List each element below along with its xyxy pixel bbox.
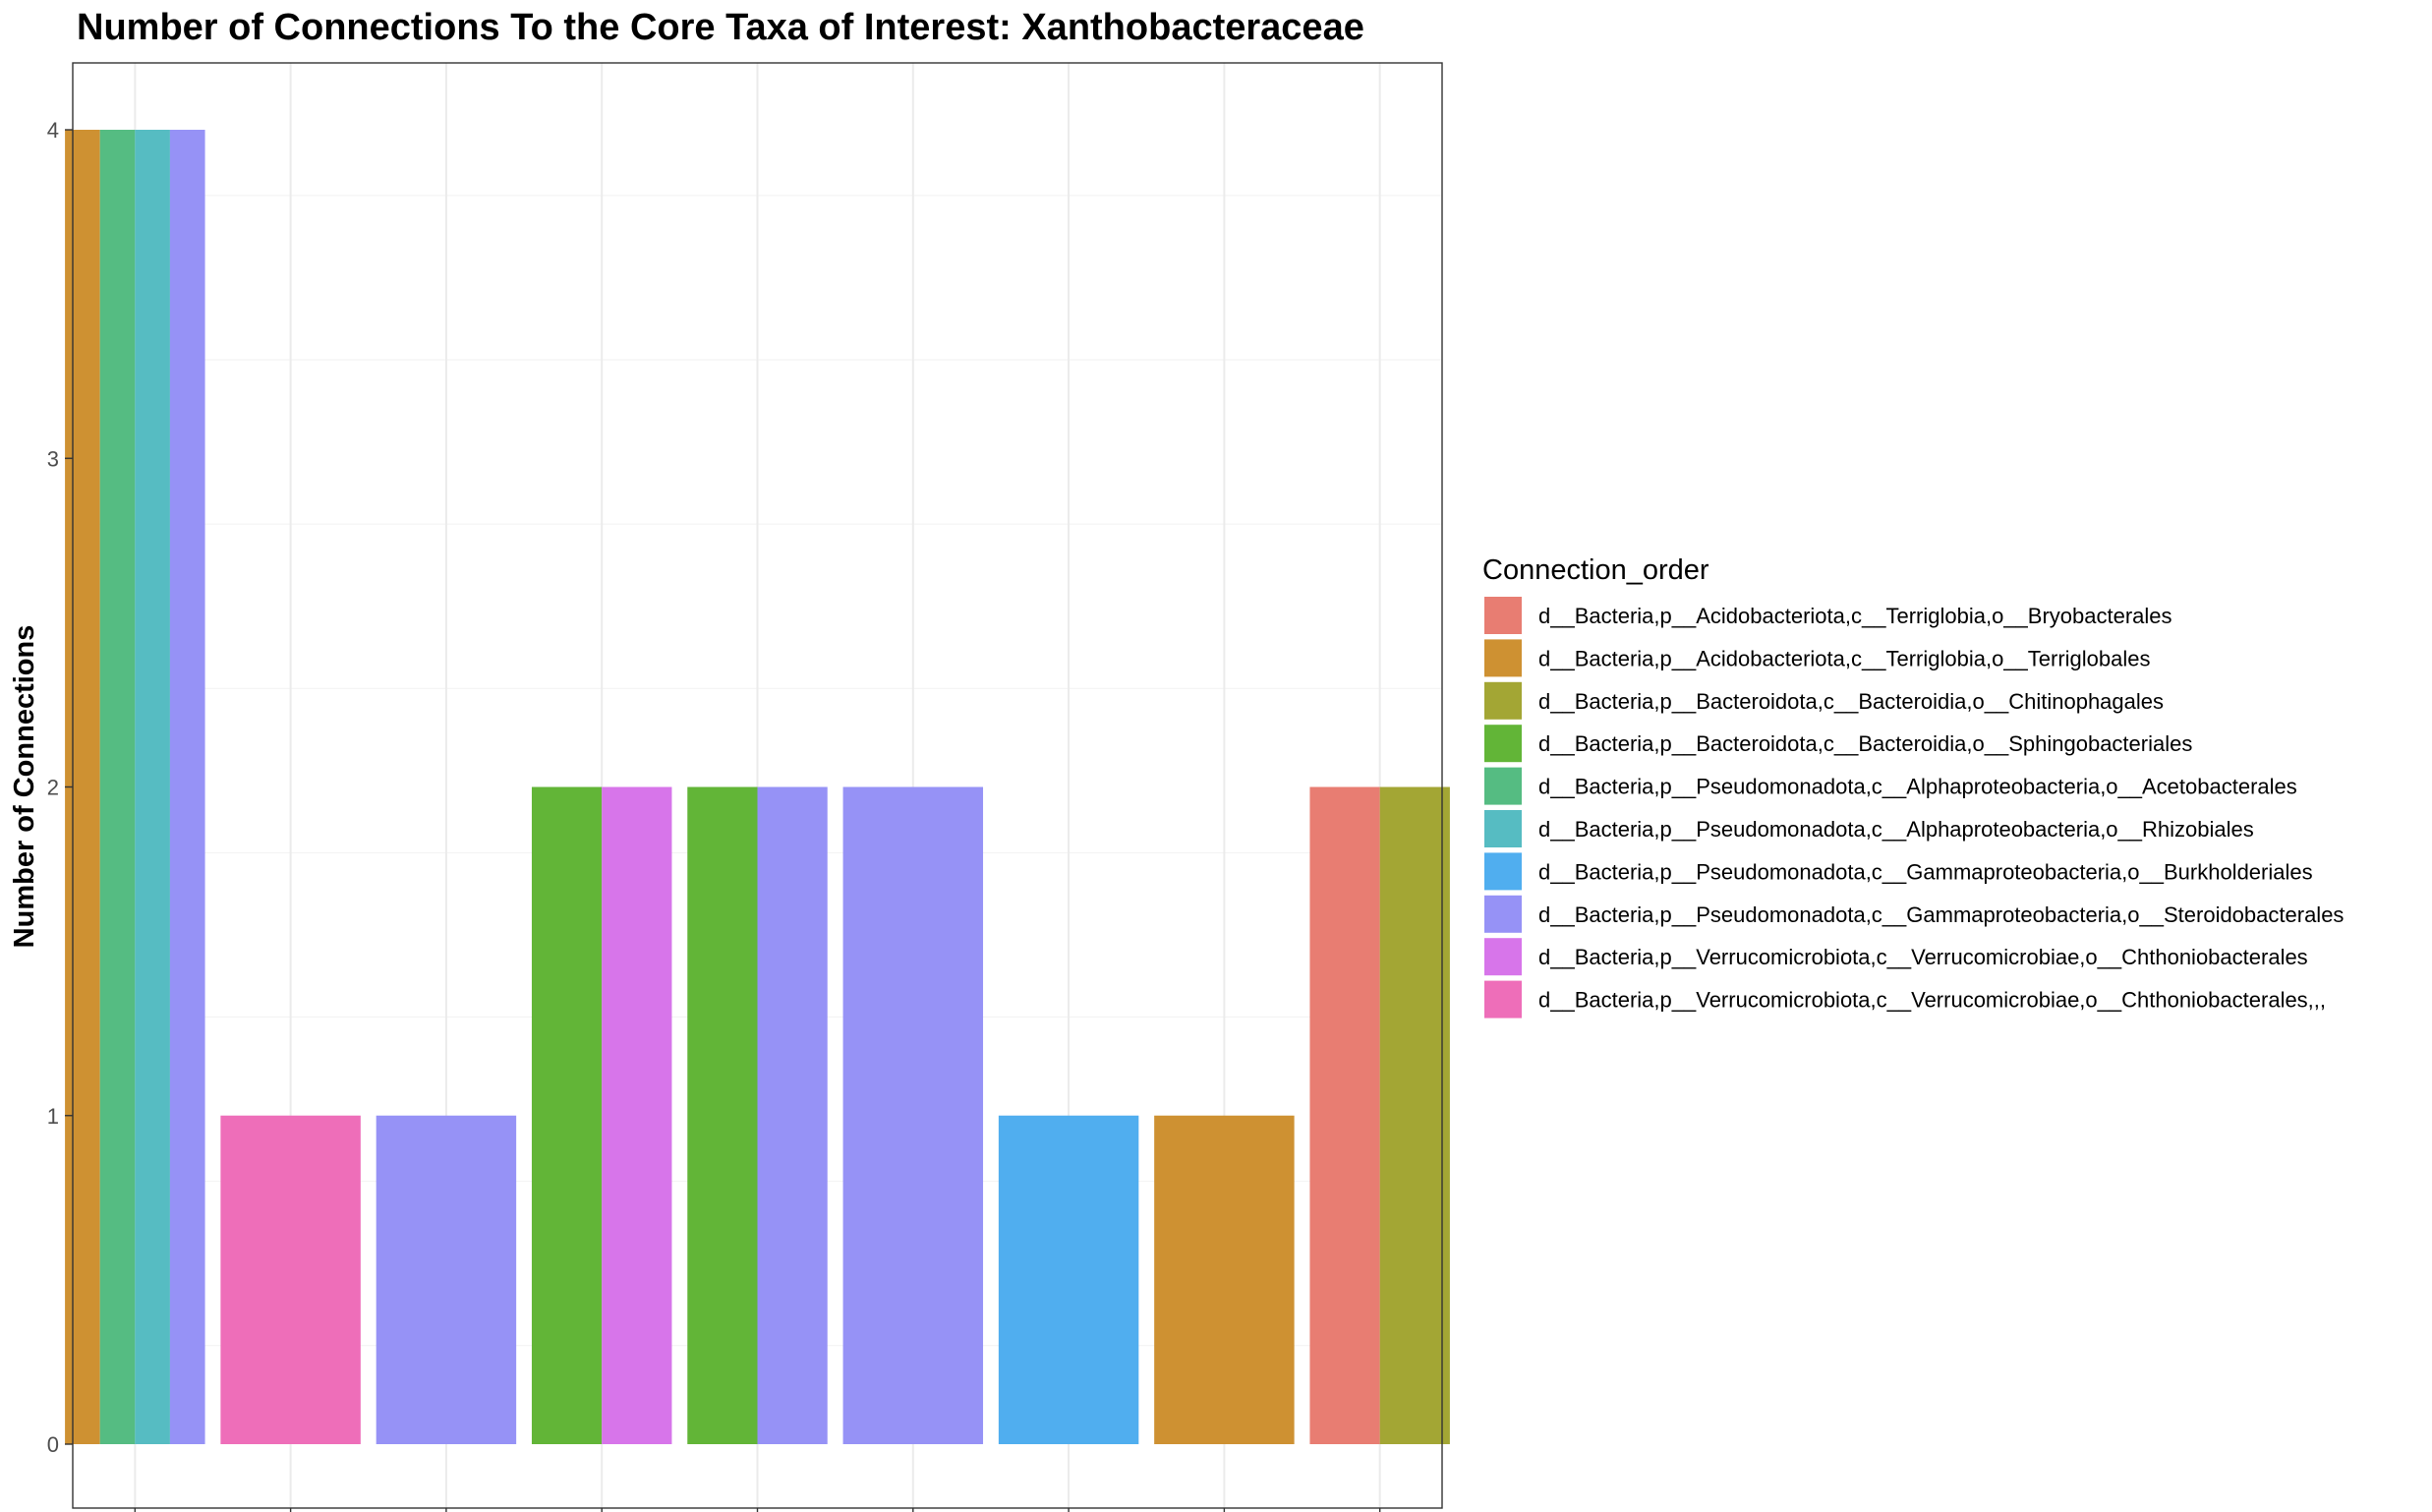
bar: d__Bacteria,p__Acidobacteriota,c__Terrig… [1154, 1115, 1295, 1444]
legend-title: Connection_order [1482, 554, 1709, 586]
legend-item: d__Bacteria,p__Bacteroidota,c__Bacteroid… [1484, 725, 2192, 763]
y-tick-label: 2 [47, 776, 59, 800]
legend-item: d__Bacteria,p__Acidobacteriota,c__Terrig… [1484, 597, 2172, 634]
legend-key [1484, 639, 1522, 677]
bar: d__Bacteria,p__Bacteroidota,c__Bacteroid… [1379, 786, 1450, 1444]
legend-item: d__Bacteria,p__Verrucomicrobiota,c__Verr… [1484, 938, 2308, 976]
legend-key [1484, 852, 1522, 891]
legend-key [1484, 895, 1522, 933]
y-tick-label: 4 [47, 118, 59, 143]
y-axis-label: Number of Connections [9, 625, 40, 949]
legend-item: d__Bacteria,p__Pseudomonadota,c__Alphapr… [1484, 810, 2254, 847]
legend-key [1484, 597, 1522, 634]
bar: d__Bacteria,p__Bacteroidota,c__Bacteroid… [687, 786, 758, 1444]
legend-label: d__Bacteria,p__Bacteroidota,c__Bacteroid… [1538, 689, 2164, 714]
bar: d__Bacteria,p__Pseudomonadota,c__Gammapr… [169, 130, 205, 1444]
bar: d__Bacteria,p__Pseudomonadota,c__Alphapr… [99, 130, 136, 1444]
bar: d__Bacteria,p__Bacteroidota,c__Bacteroid… [531, 786, 603, 1444]
legend-item: d__Bacteria,p__Pseudomonadota,c__Gammapr… [1484, 895, 2344, 933]
chart-title: Number of Connections To the Core Taxa o… [77, 7, 1364, 48]
bar: d__Bacteria,p__Pseudomonadota,c__Gammapr… [757, 786, 828, 1444]
bar: d__Bacteria,p__Pseudomonadota,c__Alphapr… [135, 130, 170, 1444]
legend-item: d__Bacteria,p__Pseudomonadota,c__Gammapr… [1484, 852, 2313, 891]
y-axis: 0 1 2 3 4 [47, 118, 73, 1457]
legend: Connection_order d__Bacteria,p__Acidobac… [1482, 554, 2344, 1018]
legend-label: d__Bacteria,p__Pseudomonadota,c__Gammapr… [1538, 902, 2344, 927]
legend-key [1484, 980, 1522, 1018]
y-tick-label: 1 [47, 1104, 59, 1129]
bar: d__Bacteria,p__Verrucomicrobiota,c__Verr… [220, 1115, 361, 1444]
bar: d__Bacteria,p__Acidobacteriota,c__Terrig… [1309, 786, 1380, 1444]
legend-key [1484, 725, 1522, 763]
x-axis [134, 1508, 1381, 1512]
legend-label: d__Bacteria,p__Bacteroidota,c__Bacteroid… [1538, 731, 2192, 756]
legend-item: d__Bacteria,p__Bacteroidota,c__Bacteroid… [1484, 681, 2164, 720]
legend-key [1484, 810, 1522, 847]
legend-label: d__Bacteria,p__Pseudomonadota,c__Alphapr… [1538, 775, 2297, 799]
bars: d__Bacteria,p__Acidobacteriota,c__Terrig… [65, 130, 1450, 1444]
legend-item: d__Bacteria,p__Acidobacteriota,c__Terrig… [1484, 639, 2151, 677]
legend-key [1484, 938, 1522, 976]
legend-label: d__Bacteria,p__Acidobacteriota,c__Terrig… [1538, 646, 2151, 670]
legend-key [1484, 681, 1522, 720]
bar: d__Bacteria,p__Pseudomonadota,c__Gammapr… [998, 1115, 1139, 1444]
legend-key [1484, 767, 1522, 805]
legend-item: d__Bacteria,p__Pseudomonadota,c__Alphapr… [1484, 767, 2297, 805]
legend-label: d__Bacteria,p__Pseudomonadota,c__Gammapr… [1538, 859, 2313, 884]
bar: d__Bacteria,p__Pseudomonadota,c__Gammapr… [376, 1115, 517, 1444]
y-tick-label: 0 [47, 1432, 59, 1457]
bar: d__Bacteria,p__Verrucomicrobiota,c__Verr… [602, 786, 672, 1444]
legend-label: d__Bacteria,p__Acidobacteriota,c__Terrig… [1538, 604, 2172, 628]
y-tick-label: 3 [47, 446, 59, 471]
bar: d__Bacteria,p__Pseudomonadota,c__Gammapr… [842, 786, 984, 1444]
legend-label: d__Bacteria,p__Pseudomonadota,c__Alphapr… [1538, 817, 2254, 842]
legend-item: d__Bacteria,p__Verrucomicrobiota,c__Verr… [1484, 980, 2326, 1018]
legend-items: d__Bacteria,p__Acidobacteriota,c__Terrig… [1484, 597, 2344, 1018]
legend-label: d__Bacteria,p__Verrucomicrobiota,c__Verr… [1538, 988, 2326, 1013]
plot-panel: d__Bacteria,p__Acidobacteriota,c__Terrig… [65, 62, 1450, 1509]
legend-label: d__Bacteria,p__Verrucomicrobiota,c__Verr… [1538, 945, 2308, 969]
